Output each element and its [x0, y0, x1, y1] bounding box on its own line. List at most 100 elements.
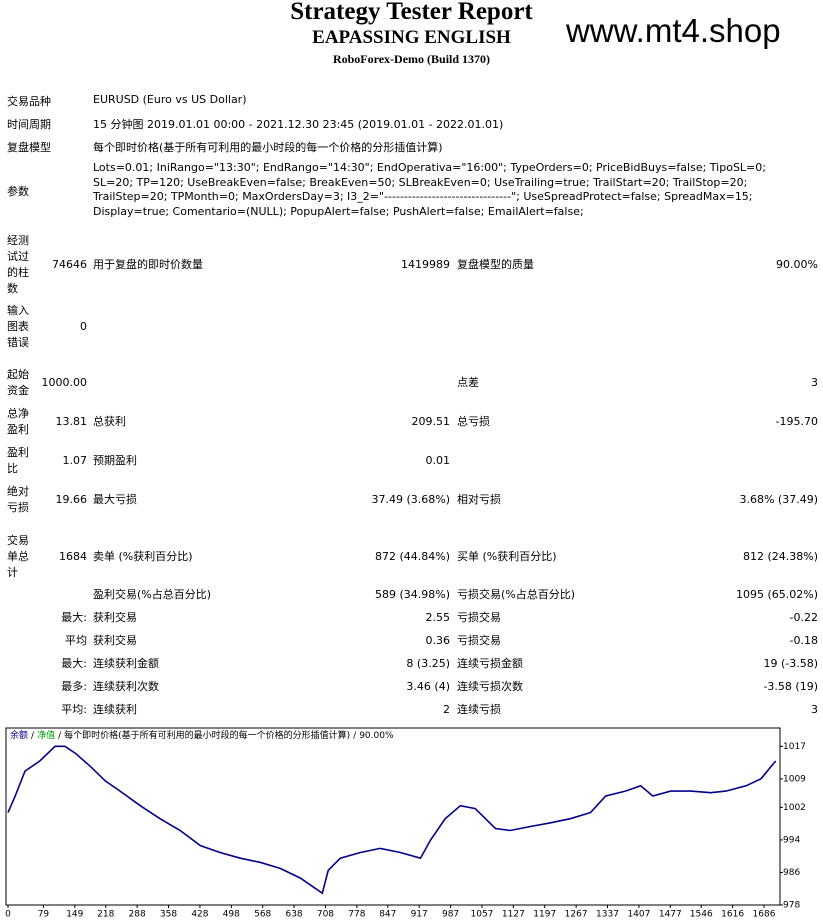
stat-value-text: 2.55: [425, 611, 451, 624]
stat-label: 复盘模型的质量: [457, 225, 657, 305]
stat-value-text: 最大:: [61, 611, 87, 624]
stat-value: 872 (44.84%): [240, 517, 450, 597]
stat-label: 交易单总计: [7, 517, 39, 597]
stat-label-text: 亏损交易: [457, 611, 501, 624]
stat-value: -0.18: [600, 601, 818, 681]
stat-label: 买单 (%获利百分比): [457, 517, 657, 597]
x-tick-label: 987: [442, 910, 459, 920]
stat-value: 平均: [30, 601, 87, 681]
stat-label: 相对亏损: [457, 460, 657, 540]
legend-entry: 余额: [10, 729, 28, 741]
stat-label-text: 输入图表错误: [7, 304, 29, 349]
subtitle: EAPASSING ENGLISH: [312, 27, 511, 48]
stat-label: 用于复盘的即时价数量: [93, 225, 353, 305]
stat-label: 绝对亏损: [7, 460, 39, 540]
x-tick-label: 0: [5, 910, 11, 920]
stat-value: 3.46 (4): [240, 647, 450, 727]
stat-label: 连续亏损次数: [457, 647, 657, 727]
stat-value-text: 19.66: [55, 493, 88, 506]
stat-value-text: 812 (24.38%): [742, 550, 818, 563]
stat-label: 连续亏损金额: [457, 624, 657, 704]
stat-label: 连续获利: [93, 670, 353, 750]
legend-separator: /: [58, 731, 62, 741]
x-tick-label: 847: [379, 910, 396, 920]
stat-value: 0: [30, 287, 87, 367]
stat-value: 1095 (65.02%): [600, 555, 818, 635]
stat-value-text: 3: [811, 703, 818, 716]
stat-label: 盈利交易(%占总百分比): [93, 555, 353, 635]
stat-label-text: 连续获利: [93, 703, 137, 716]
stat-label-text: 点差: [457, 376, 479, 389]
x-tick-label: 79: [38, 910, 50, 920]
stat-value-text: 0: [80, 320, 87, 333]
stat-label-text: 预期盈利: [93, 454, 137, 467]
info-value: 15 分钟图 2019.01.01 00:00 - 2021.12.30 23:…: [93, 118, 504, 131]
stat-label-text: 盈利交易(%占总百分比): [93, 588, 212, 601]
stat-value: 3: [600, 343, 818, 423]
stat-value: 最大:: [30, 624, 87, 704]
legend-entry: 净值: [37, 729, 55, 741]
stat-label: 起始资金: [7, 343, 39, 423]
stat-value: 1419989: [240, 225, 450, 305]
y-tick-label: 1017: [783, 742, 806, 752]
info-label: 参数: [7, 185, 29, 198]
stat-value-text: 8 (3.25): [406, 657, 450, 670]
legend: 余额 / 净值 / 每个即时价格(基于所有可利用的最小时段的每一个价格的分形插值计算) /…: [10, 729, 394, 741]
stat-label: 总净盈利: [7, 382, 39, 462]
watermark: www.mt4.shop: [566, 12, 781, 49]
stat-value: 589 (34.98%): [240, 555, 450, 635]
legend-entry: 90.00%: [359, 731, 394, 741]
x-tick-label: 568: [254, 910, 271, 920]
stat-value: -3.58 (19): [600, 647, 818, 727]
stat-value-text: 1684: [59, 550, 87, 563]
stat-value-text: 最多:: [61, 680, 87, 693]
legend-separator: /: [31, 731, 35, 741]
y-tick-label: 978: [783, 901, 800, 911]
stat-label-text: 绝对亏损: [7, 485, 29, 514]
x-tick-label: 1686: [753, 910, 776, 920]
stat-label: 获利交易: [93, 578, 353, 658]
stat-label-text: 总净盈利: [7, 407, 29, 436]
stat-value-text: 589 (34.98%): [374, 588, 450, 601]
stat-label: 点差: [457, 343, 657, 423]
stat-label-text: 最大亏损: [93, 493, 137, 506]
x-tick-label: 1127: [502, 910, 525, 920]
stat-label-text: 用于复盘的即时价数量: [93, 258, 203, 271]
x-tick-label: 1477: [659, 910, 682, 920]
info-value: 每个即时价格(基于所有可利用的最小时段的每一个价格的分形插值计算): [93, 141, 443, 154]
stat-label: 预期盈利: [93, 421, 353, 501]
stat-value: 3: [600, 670, 818, 750]
stat-value-text: 1000.00: [41, 376, 88, 389]
stat-value-text: 1.07: [62, 454, 88, 467]
stat-label-text: 连续亏损次数: [457, 680, 523, 693]
stat-value: 1684: [30, 517, 87, 597]
stat-value-text: 2: [443, 703, 450, 716]
stat-value-text: 209.51: [411, 415, 451, 428]
stat-value-text: 74646: [52, 258, 87, 271]
title: Strategy Tester Report: [290, 0, 533, 25]
stat-value: 0.36: [240, 601, 451, 681]
x-tick-label: 1407: [627, 910, 650, 920]
stat-label-text: 买单 (%获利百分比): [457, 550, 557, 563]
stat-label-text: 连续获利金额: [93, 657, 159, 670]
stat-value: 19.66: [30, 460, 88, 540]
stat-value-text: 3.46 (4): [406, 680, 450, 693]
x-tick-label: 428: [191, 910, 208, 920]
stat-value: 2: [240, 670, 450, 750]
x-tick-label: 638: [285, 910, 302, 920]
stat-value-text: 平均: [65, 634, 87, 647]
stat-label: 最大亏损: [93, 460, 353, 540]
x-tick-label: 498: [223, 910, 240, 920]
stat-value: 37.49 (3.68%): [240, 460, 450, 540]
stat-label-text: 经测试过的柱数: [7, 234, 29, 295]
stat-value: 最多:: [30, 647, 87, 727]
stat-label-text: 亏损交易: [457, 634, 501, 647]
stat-value-text: -3.58 (19): [763, 680, 818, 693]
stat-value-text: 3.68% (37.49): [739, 493, 818, 506]
stat-value: 1.07: [30, 421, 88, 501]
stat-label: 连续获利次数: [93, 647, 353, 727]
stat-value-text: 1095 (65.02%): [735, 588, 818, 601]
stat-label-text: 卖单 (%获利百分比): [93, 550, 193, 563]
stat-value-text: 90.00%: [776, 258, 818, 271]
stat-value-text: 0.36: [425, 634, 451, 647]
